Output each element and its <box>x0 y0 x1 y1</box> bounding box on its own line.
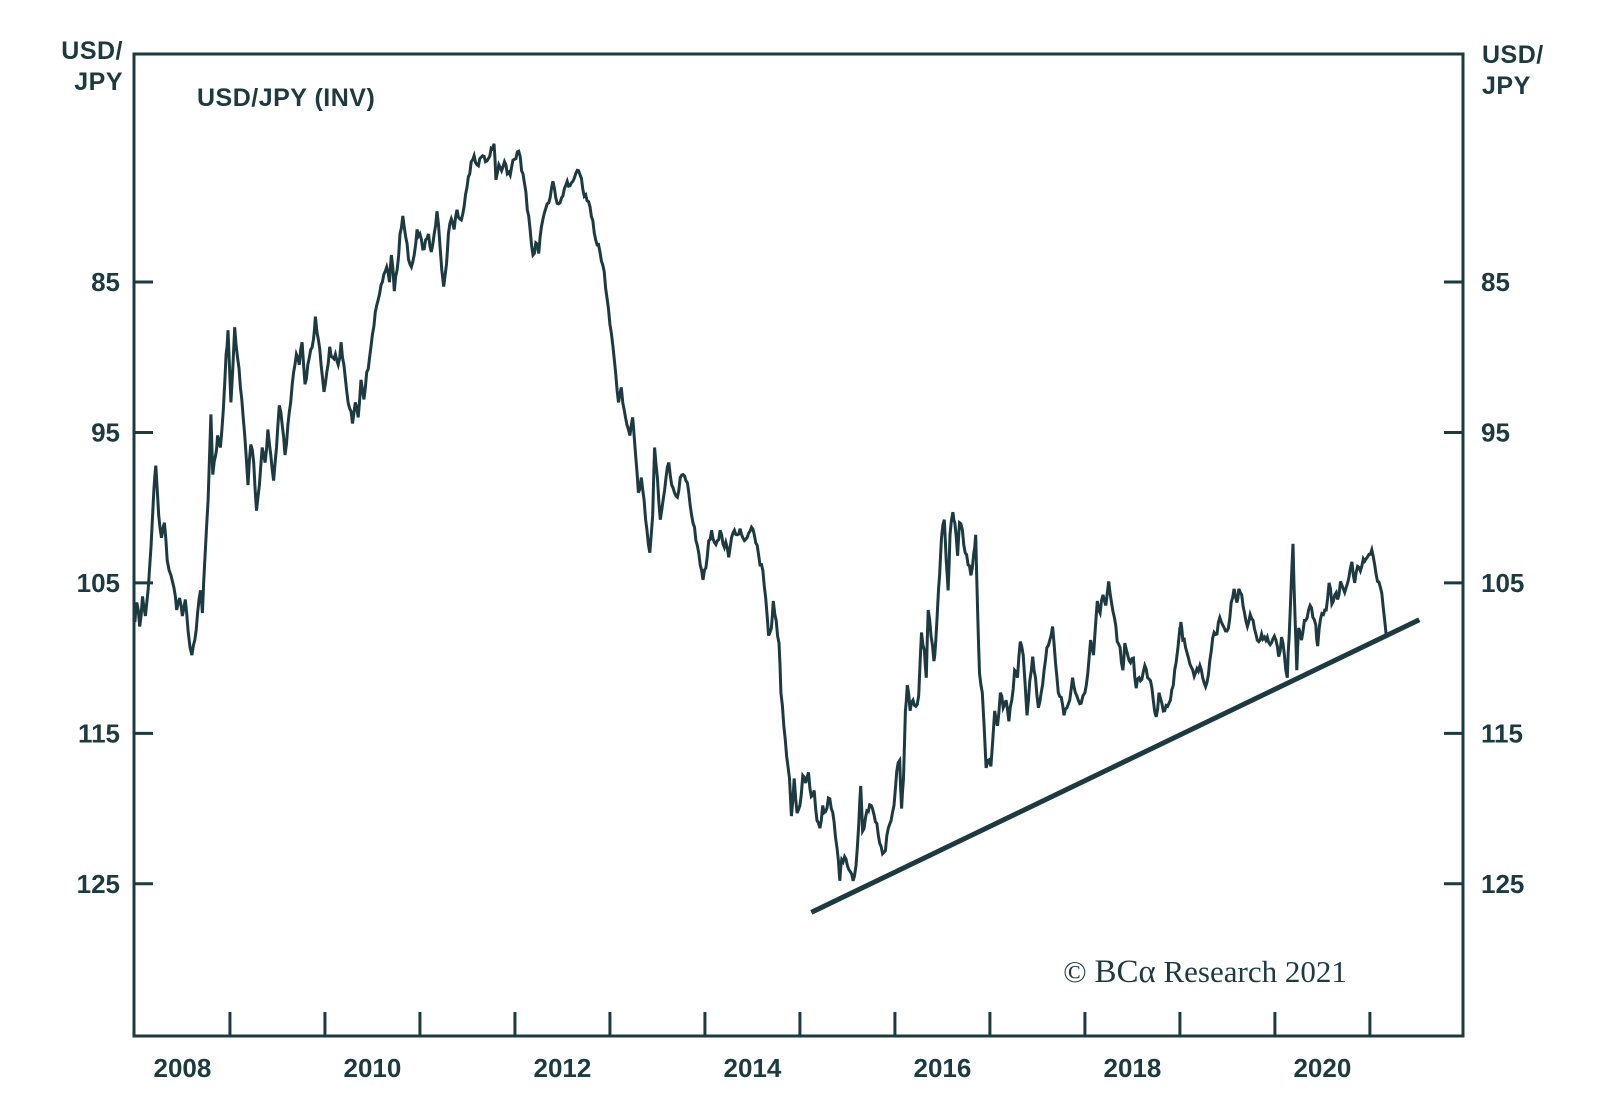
x-axis-ticks <box>228 1012 1372 1036</box>
y-tick-label-right: 125 <box>1481 869 1524 899</box>
copyright-text: © BCα Research 2021 <box>1040 954 1370 991</box>
x-tick-label: 2012 <box>534 1053 592 1083</box>
y-axis-unit-right-line2: JPY <box>1482 72 1531 100</box>
x-tick-label: 2008 <box>154 1053 212 1083</box>
copyright-suffix: Research 2021 <box>1155 954 1347 989</box>
trendline <box>810 617 1421 915</box>
y-tick-label-right: 115 <box>1481 718 1523 748</box>
y-tick-label-right: 105 <box>1481 568 1524 598</box>
y-tick-label-left: 115 <box>78 718 120 748</box>
plot-border <box>132 52 1465 1038</box>
x-tick-label: 2018 <box>1103 1053 1161 1083</box>
y-tick-label-left: 85 <box>91 267 120 297</box>
y-tick-label-left: 105 <box>77 568 120 598</box>
copyright-prefix: © <box>1063 954 1095 989</box>
copyright-brand: BCα <box>1094 954 1156 990</box>
y-axis-ticks-left <box>134 280 153 886</box>
y-axis-unit-left-line2: JPY <box>74 68 123 96</box>
y-axis-ticks-right <box>1444 280 1463 886</box>
y-axis-unit-left: USD/ JPY <box>33 36 123 98</box>
series-label: USD/JPY (INV) <box>197 84 376 112</box>
x-axis-labels: 2008 2010 2012 2014 2016 2018 2020 <box>154 1053 1352 1083</box>
y-tick-label-left: 95 <box>91 417 120 447</box>
y-axis-unit-left-line1: USD/ <box>61 37 123 65</box>
y-tick-label-left: 125 <box>77 869 120 899</box>
price-line <box>133 143 1388 882</box>
x-tick-label: 2010 <box>344 1053 402 1083</box>
y-axis-labels-left: 85 95 105 115 125 <box>77 267 120 899</box>
y-axis-unit-right: USD/ JPY <box>1482 40 1572 102</box>
x-tick-label: 2020 <box>1293 1053 1351 1083</box>
x-tick-label: 2016 <box>913 1053 971 1083</box>
y-tick-label-right: 85 <box>1481 267 1510 297</box>
y-axis-unit-right-line1: USD/ <box>1482 41 1544 69</box>
y-tick-label-right: 95 <box>1481 417 1510 447</box>
x-tick-label: 2014 <box>724 1053 782 1083</box>
y-axis-labels-right: 85 95 105 115 125 <box>1481 267 1524 899</box>
